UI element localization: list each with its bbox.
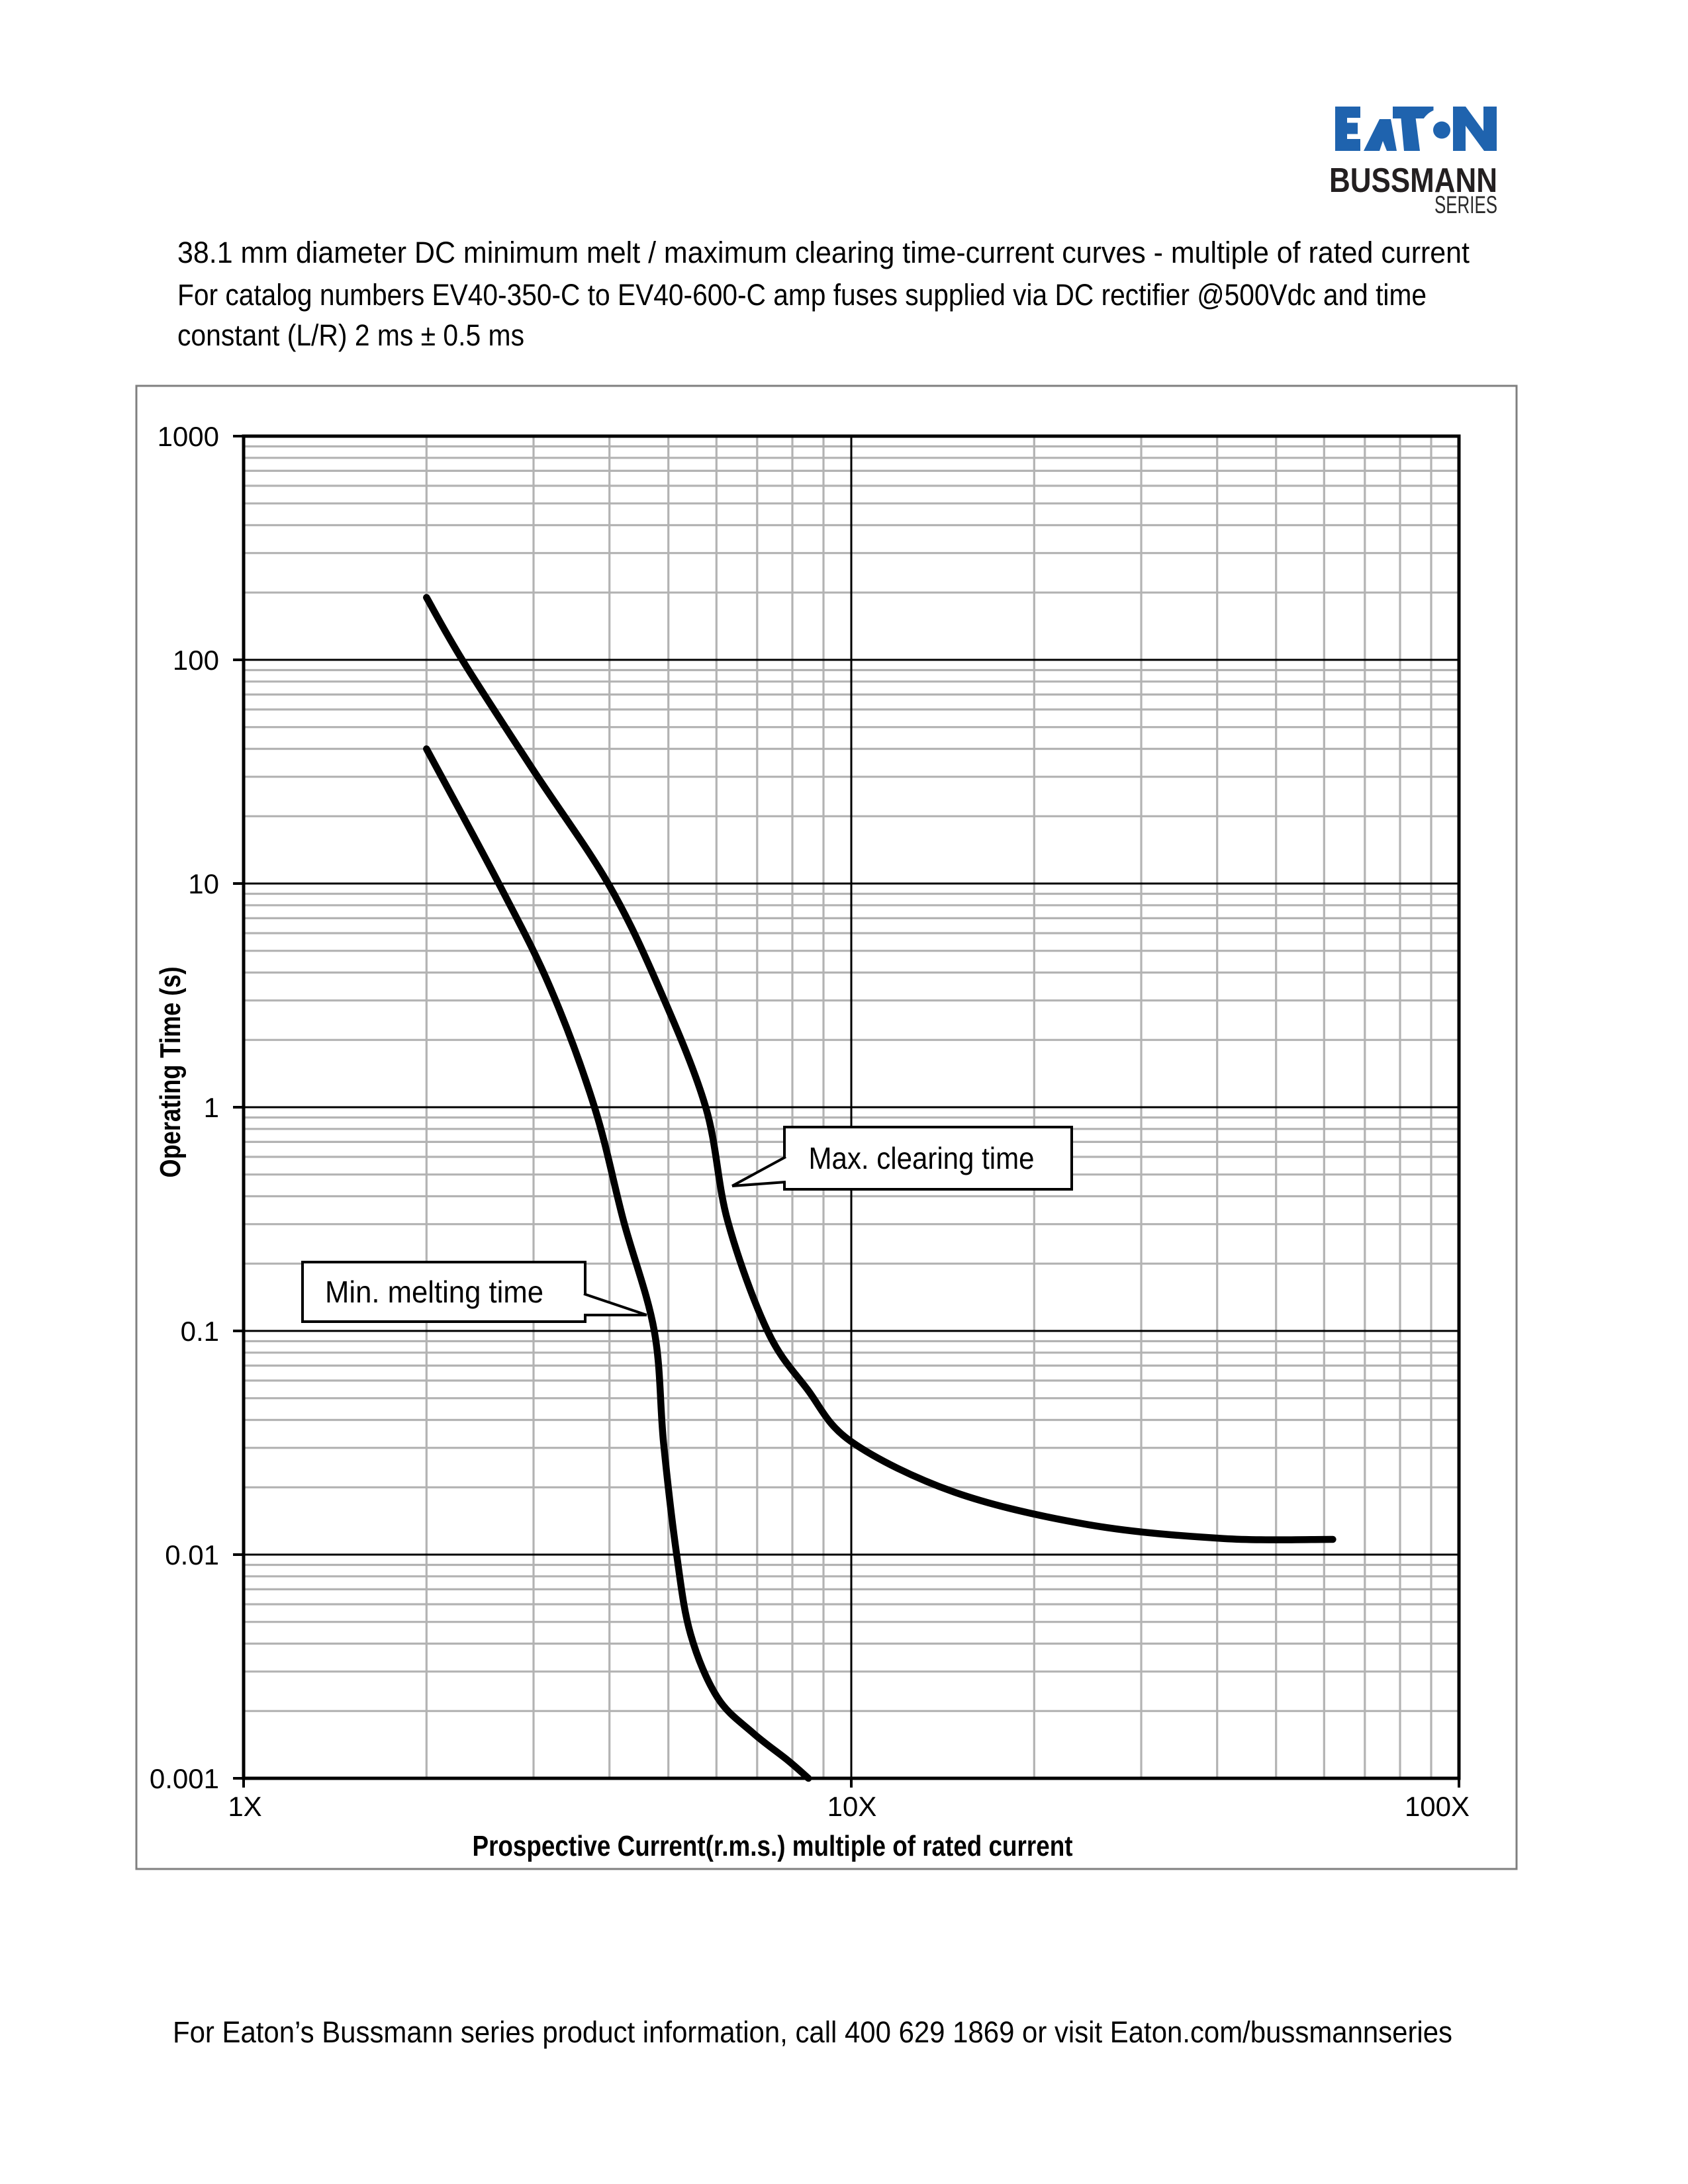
svg-text:BUSSMANN: BUSSMANN bbox=[1329, 161, 1497, 200]
svg-text:Max. clearing time: Max. clearing time bbox=[809, 1141, 1035, 1175]
svg-text:constant (L/R) 2 ms ± 0.5 ms: constant (L/R) 2 ms ± 0.5 ms bbox=[177, 318, 524, 352]
svg-text:38.1 mm diameter DC minimum me: 38.1 mm diameter DC minimum melt / maxim… bbox=[177, 236, 1470, 269]
svg-text:100X: 100X bbox=[1405, 1791, 1470, 1822]
svg-text:For Eaton’s Bussmann series pr: For Eaton’s Bussmann series product info… bbox=[173, 2015, 1452, 2049]
svg-text:10: 10 bbox=[188, 868, 219, 899]
svg-text:0.01: 0.01 bbox=[165, 1539, 219, 1570]
svg-text:10X: 10X bbox=[827, 1791, 877, 1822]
svg-text:100: 100 bbox=[173, 645, 219, 676]
svg-text:1X: 1X bbox=[228, 1791, 261, 1822]
svg-text:1: 1 bbox=[204, 1092, 219, 1123]
svg-text:For catalog numbers EV40-350-C: For catalog numbers EV40-350-C to EV40-6… bbox=[177, 278, 1427, 312]
svg-text:0.001: 0.001 bbox=[150, 1763, 219, 1794]
svg-text:Operating Time (s): Operating Time (s) bbox=[154, 967, 187, 1178]
svg-text:Min. melting time: Min. melting time bbox=[325, 1275, 543, 1309]
svg-text:SERIES: SERIES bbox=[1434, 191, 1497, 218]
svg-text:Prospective Current(r.m.s.) mu: Prospective Current(r.m.s.) multiple of … bbox=[473, 1830, 1073, 1862]
svg-text:0.1: 0.1 bbox=[181, 1316, 219, 1347]
svg-text:1000: 1000 bbox=[158, 421, 219, 452]
